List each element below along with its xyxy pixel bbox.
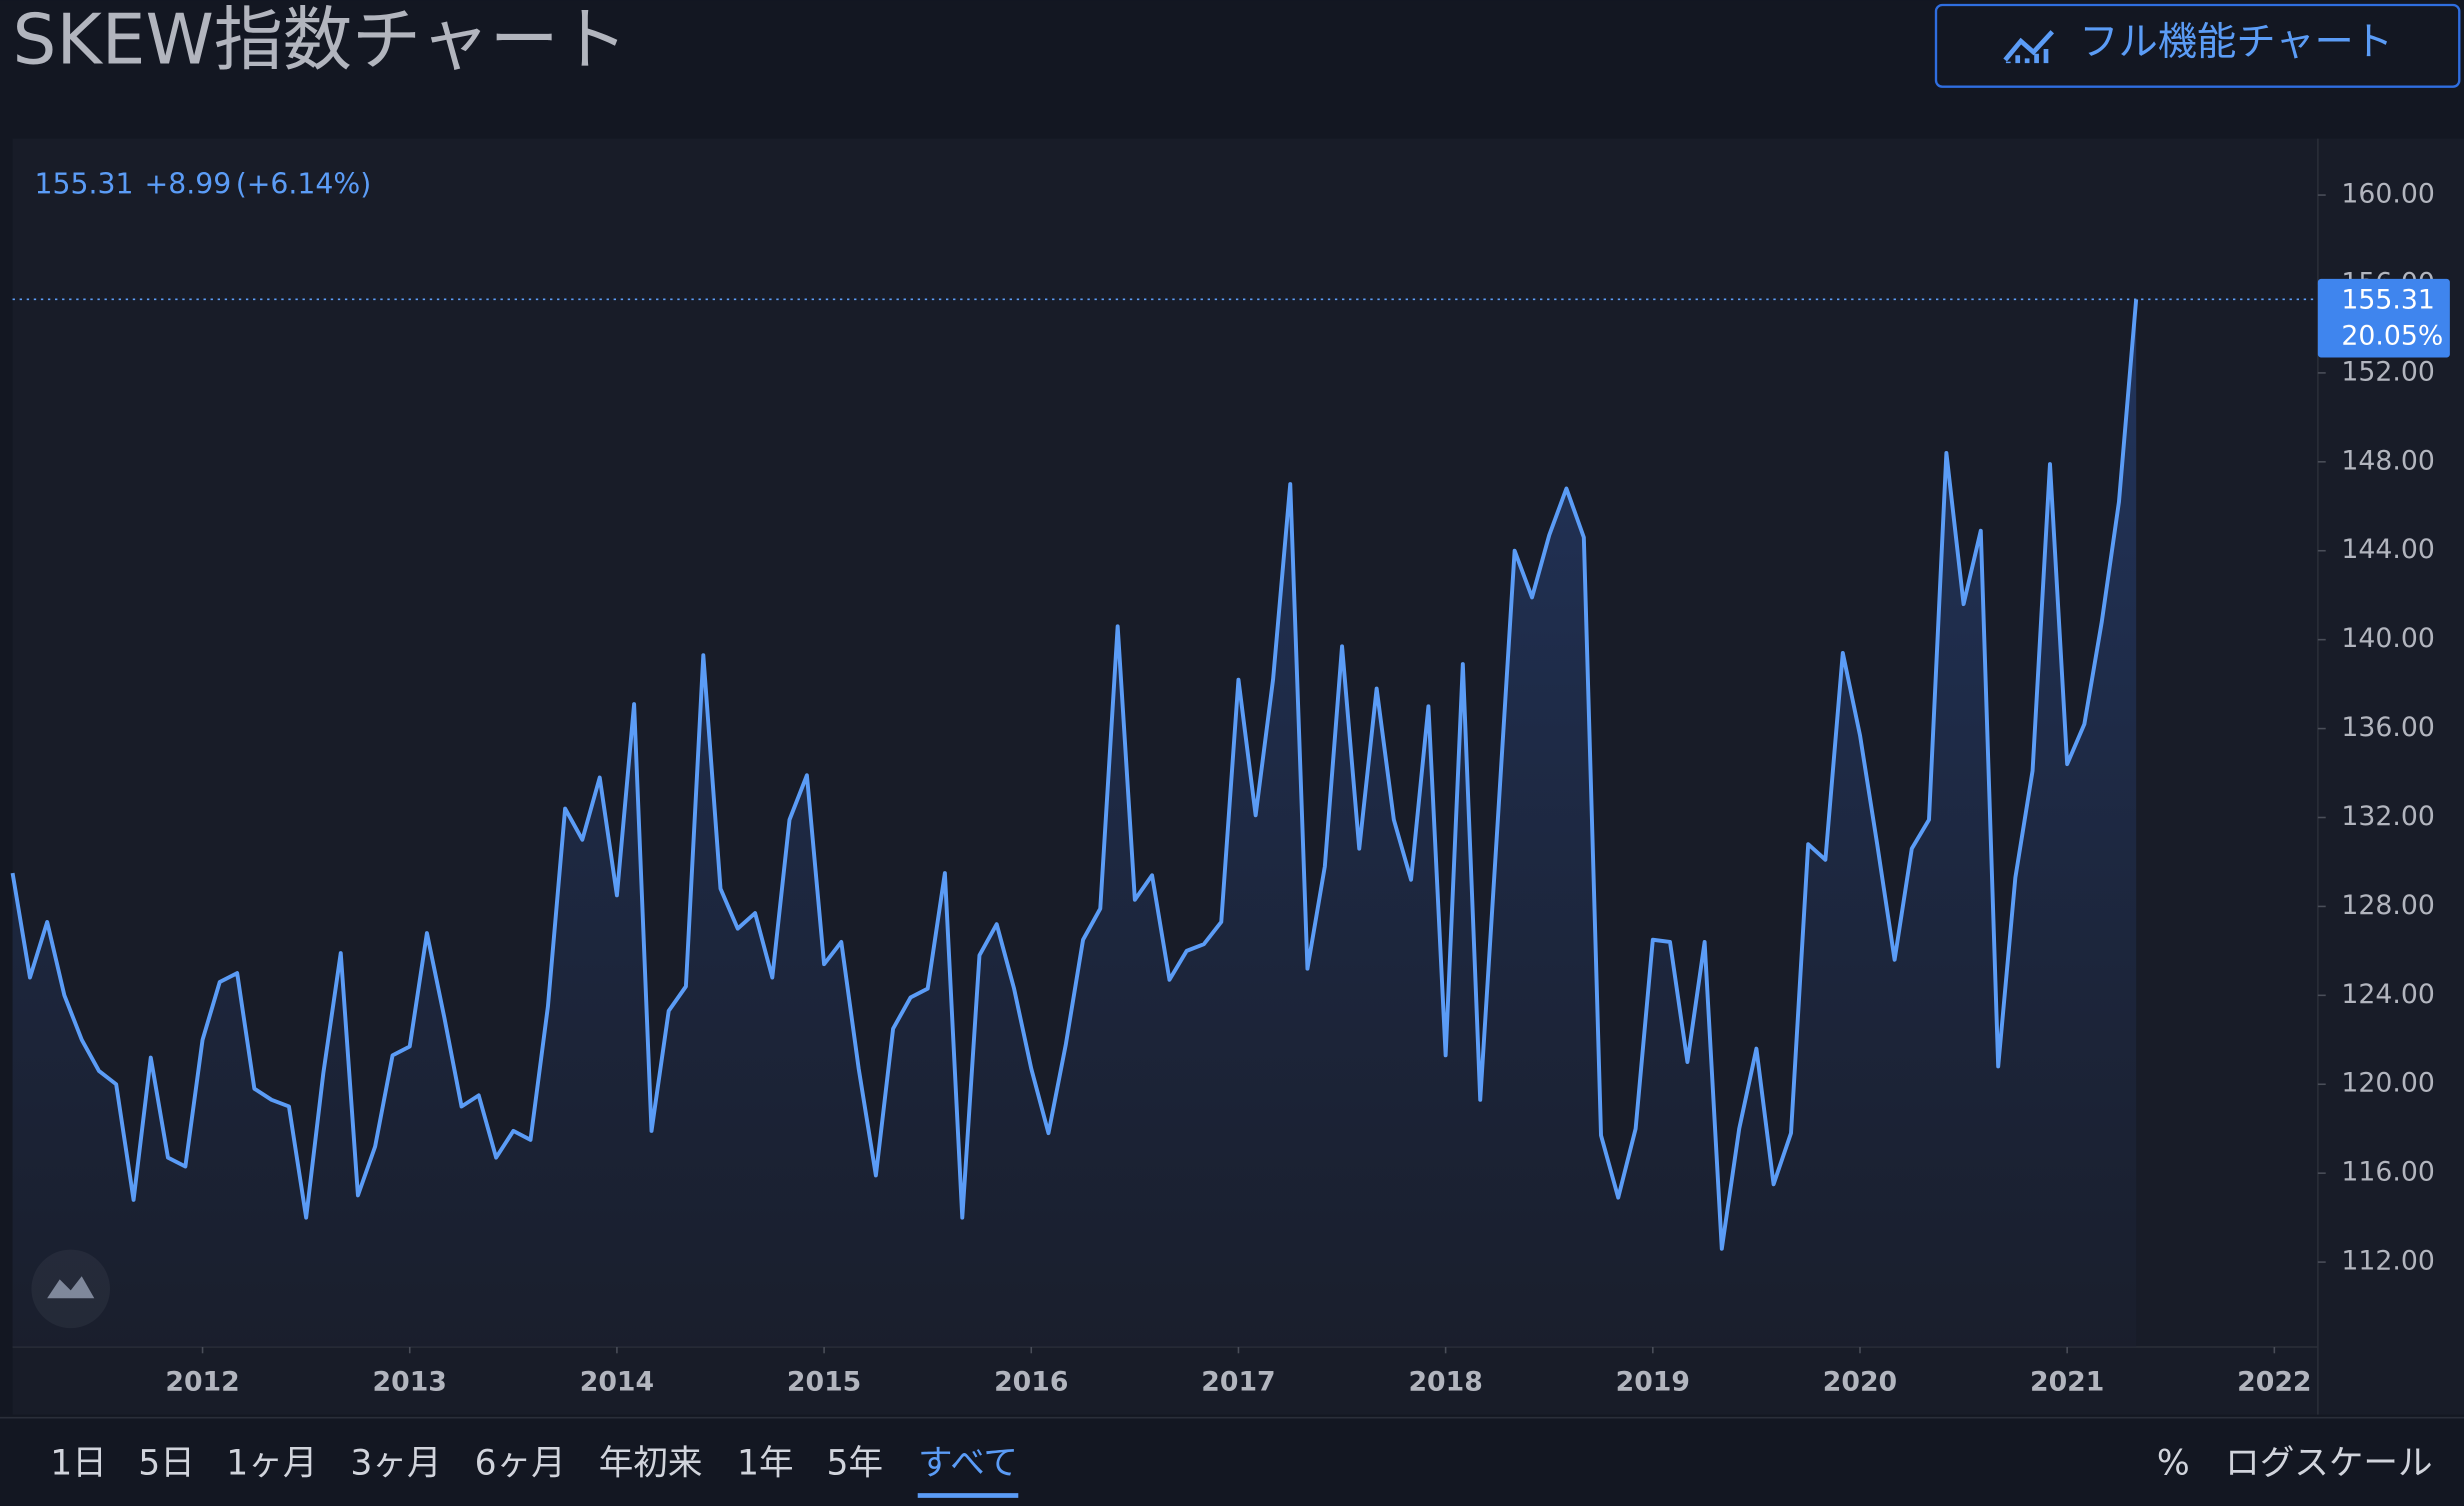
x-tick-label: 2019 bbox=[1616, 1367, 1690, 1398]
y-tick-label: 132.00 bbox=[2341, 801, 2434, 832]
y-tick-label: 140.00 bbox=[2341, 623, 2434, 654]
range-button[interactable]: 1年 bbox=[737, 1443, 794, 1483]
x-tick-label: 2020 bbox=[1823, 1367, 1897, 1398]
x-tick-label: 2017 bbox=[1201, 1367, 1275, 1398]
range-button[interactable]: 5日 bbox=[138, 1443, 195, 1483]
x-tick-label: 2016 bbox=[994, 1367, 1068, 1398]
legend-change-pct: (+6.14%) bbox=[236, 168, 372, 201]
range-button[interactable]: 年初来 bbox=[599, 1443, 703, 1483]
y-tick-label: 152.00 bbox=[2341, 356, 2434, 387]
range-button[interactable]: 5年 bbox=[827, 1443, 884, 1483]
range-button[interactable]: すべて bbox=[918, 1443, 1018, 1483]
y-tick-label: 112.00 bbox=[2341, 1246, 2434, 1277]
button-frame[interactable] bbox=[1934, 3, 2461, 88]
x-tick-label: 2013 bbox=[373, 1367, 447, 1398]
toolbar: % ログスケール 1日 5日 1ヶ月 3ヶ月 6ヶ月 年初来 1年 5年 すべて bbox=[50, 1443, 2433, 1498]
x-tick-label: 2022 bbox=[2237, 1367, 2311, 1398]
plot: 112.00 116.00 120.00 124.00 128.00 132.00 136.… bbox=[10, 179, 2450, 1398]
percent-toggle[interactable]: % bbox=[2157, 1443, 2190, 1483]
area bbox=[12, 299, 2137, 1347]
legend-change: +8.99 bbox=[145, 168, 232, 201]
price-badge-value: 155.31 bbox=[2341, 284, 2434, 315]
range-button[interactable]: 1ヶ月 bbox=[226, 1443, 317, 1483]
button-icon[interactable] bbox=[2003, 30, 2055, 64]
price-line bbox=[10, 299, 2139, 1251]
active-underline bbox=[917, 1493, 1019, 1498]
y-tick-label: 148.00 bbox=[2341, 445, 2434, 476]
y-tick-label: 120.00 bbox=[2341, 1068, 2434, 1099]
page-title: SKEW指数チャート bbox=[13, 0, 628, 80]
button-label[interactable]: フル機能チャート bbox=[2079, 20, 2393, 65]
legend-last: 155.31 bbox=[35, 168, 134, 201]
range-button[interactable]: 6ヶ月 bbox=[475, 1443, 566, 1483]
x-tick-label: 2018 bbox=[1408, 1367, 1482, 1398]
log-toggle[interactable]: ログスケール bbox=[2225, 1443, 2432, 1483]
y-tick-label: 136.00 bbox=[2341, 712, 2434, 743]
x-tick-label: 2014 bbox=[580, 1367, 654, 1398]
y-tick-label: 128.00 bbox=[2341, 890, 2434, 921]
range-button[interactable]: 1日 bbox=[50, 1443, 107, 1483]
x-tick-label: 2015 bbox=[787, 1367, 861, 1398]
full-chart-button[interactable]: フル機能チャート bbox=[1934, 3, 2461, 88]
y-tick-label: 160.00 bbox=[2341, 179, 2434, 210]
x-tick-label: 2012 bbox=[165, 1367, 239, 1398]
price-badge bbox=[2317, 278, 2450, 358]
y-tick-label: 124.00 bbox=[2341, 979, 2434, 1010]
y-tick-label: 116.00 bbox=[2341, 1157, 2434, 1188]
range-button[interactable]: 3ヶ月 bbox=[350, 1443, 441, 1483]
x-tick-label: 2021 bbox=[2030, 1367, 2104, 1398]
price-badge-pct: 20.05% bbox=[2341, 321, 2443, 352]
legend: 155.31 +8.99 (+6.14%) bbox=[35, 168, 372, 201]
y-tick-label: 144.00 bbox=[2341, 534, 2434, 565]
